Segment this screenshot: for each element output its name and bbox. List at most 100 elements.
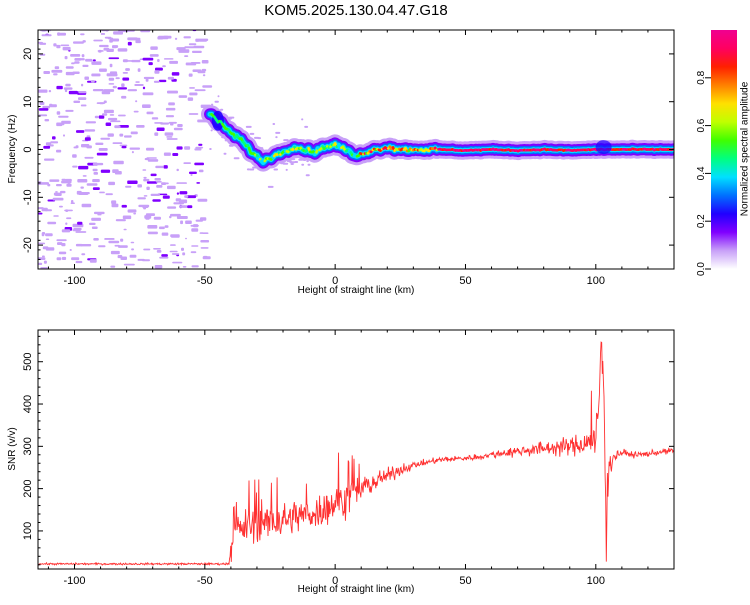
noise-blob (61, 121, 71, 124)
noise-blob (87, 183, 98, 186)
noise-blob (184, 195, 188, 198)
noise-blob (189, 93, 197, 96)
noise-blob (94, 172, 99, 175)
noise-blob (154, 122, 163, 124)
noise-blob (163, 183, 169, 185)
noise-blob (172, 253, 179, 255)
noise-blob (53, 198, 64, 201)
noise-blob (147, 225, 157, 229)
noise-blob (49, 90, 51, 92)
noise-blob (99, 45, 109, 47)
noise-blob (144, 195, 148, 197)
noise-blob (179, 205, 188, 208)
noise-blob (65, 89, 67, 93)
noise-blob (51, 70, 62, 73)
noise-blob (42, 233, 45, 237)
noise-blob (203, 74, 205, 76)
noise-blob (134, 111, 139, 113)
noise-blob (146, 187, 149, 190)
noise-blob (135, 100, 137, 102)
noise-blob (136, 125, 145, 128)
noise-blob (65, 223, 67, 225)
x-tick-label: -100 (63, 575, 85, 587)
noise-blob (162, 233, 169, 236)
noise-blob (147, 112, 154, 115)
noise-blob (164, 153, 171, 156)
noise-blob (75, 58, 85, 60)
noise-blob (247, 168, 250, 170)
noise-blob (155, 265, 163, 269)
noise-blob (75, 231, 86, 233)
noise-blob (106, 193, 113, 195)
noise-blob (180, 191, 188, 194)
noise-blob (54, 193, 61, 196)
noise-blob (115, 245, 120, 247)
spectrogram-y-label: Frequency (Hz) (7, 115, 18, 184)
noise-blob (148, 159, 158, 162)
x-tick-label: 100 (587, 575, 605, 587)
noise-blob (198, 144, 202, 146)
noise-blob (86, 121, 96, 123)
noise-blob (250, 133, 255, 135)
noise-blob (156, 181, 162, 183)
noise-blob (172, 72, 180, 76)
noise-blob (56, 150, 61, 153)
x-tick-label: 100 (587, 275, 605, 287)
y-tick-label: 10 (22, 96, 34, 108)
y-tick-label: 0 (22, 146, 34, 152)
noise-blob (121, 96, 126, 99)
noise-blob (37, 90, 48, 93)
noise-blob (202, 85, 212, 88)
noise-blob (167, 186, 176, 189)
noise-blob (170, 234, 180, 237)
y-tick-label: 200 (22, 479, 34, 497)
noise-blob (123, 216, 131, 220)
noise-blob (45, 119, 50, 121)
noise-blob (91, 74, 100, 77)
noise-blob (46, 239, 49, 241)
noise-blob (110, 71, 117, 74)
noise-blob (93, 238, 99, 241)
noise-blob (199, 39, 207, 41)
noise-blob (44, 159, 54, 161)
noise-blob (98, 245, 105, 247)
colorbar-tick-label: 0.6 (696, 118, 707, 132)
noise-blob (202, 60, 209, 64)
noise-blob (52, 136, 56, 139)
noise-blob (161, 254, 168, 257)
noise-blob (234, 157, 240, 159)
noise-blob (177, 146, 183, 149)
noise-blob (50, 141, 58, 143)
noise-blob (95, 143, 103, 145)
noise-blob (49, 179, 59, 182)
colorbar: 0.00.20.40.60.8 Normalized spectral ampl… (696, 30, 750, 276)
noise-blob (85, 129, 96, 131)
noise-blob (152, 199, 160, 202)
noise-blob (195, 147, 203, 149)
noise-blob (93, 89, 104, 91)
noise-blob (114, 125, 120, 128)
x-tick-label: 50 (459, 275, 471, 287)
noise-blob (167, 91, 178, 94)
noise-blob (191, 251, 197, 253)
noise-blob (121, 257, 128, 261)
noise-blob (84, 157, 93, 159)
noise-blob (301, 118, 303, 120)
noise-blob (153, 248, 161, 250)
noise-blob (154, 217, 161, 220)
colorbar-label: Normalized spectral amplitude (740, 81, 750, 216)
noise-blob (169, 216, 171, 219)
noise-blob (111, 200, 116, 204)
noise-blob (72, 154, 77, 158)
noise-blob (85, 59, 92, 62)
noise-blob (58, 33, 67, 36)
noise-blob (118, 48, 128, 51)
noise-blob (89, 223, 96, 225)
noise-blob (87, 135, 91, 137)
colorbar-tick-label: 0.8 (696, 70, 707, 84)
noise-blob (151, 194, 160, 196)
noise-blob (306, 174, 310, 176)
snr-plot-area (38, 342, 674, 565)
